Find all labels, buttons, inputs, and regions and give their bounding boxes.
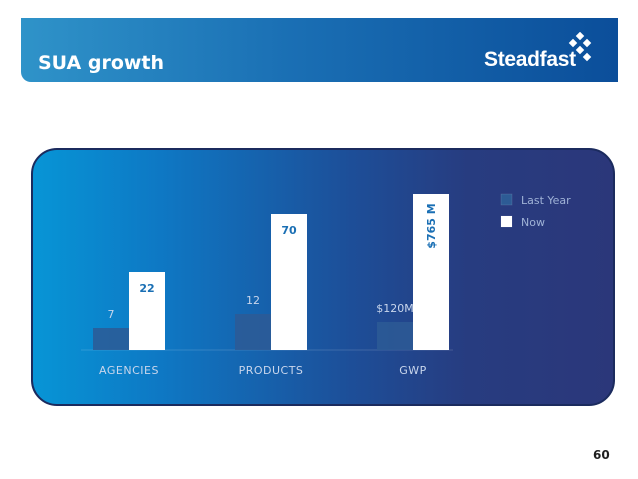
page-title: SUA growth (38, 52, 165, 74)
steadfast-logo-icon (568, 32, 592, 62)
bar-last-year-products (235, 314, 271, 350)
x-tick-label-gwp: GWP (399, 364, 427, 377)
brand-logo-text: Steadfast (484, 48, 576, 71)
x-tick-label-agencies: AGENCIES (99, 364, 159, 377)
legend-swatch-now (500, 215, 513, 228)
x-tick-label-products: PRODUCTS (239, 364, 304, 377)
legend-swatch-last-year (500, 193, 513, 206)
data-label-last-year-agencies: 7 (108, 308, 115, 321)
bar-last-year-agencies (93, 328, 129, 350)
bar-last-year-gwp (377, 322, 413, 350)
bar-now-gwp (413, 194, 449, 350)
chart-panel: 7 22 AGENCIES 12 70 PRODUCTS $120M $765 M GWP Las… (31, 148, 615, 406)
page-number: 60 (593, 448, 610, 462)
legend-label-now: Now (521, 216, 545, 229)
title-banner: SUA growth Steadfast (21, 18, 618, 82)
data-label-now-agencies: 22 (139, 282, 154, 295)
data-label-now-products: 70 (281, 224, 297, 237)
data-label-now-gwp: $765 M (425, 203, 438, 248)
data-label-last-year-gwp: $120M (376, 302, 414, 315)
bar-chart: 7 22 AGENCIES 12 70 PRODUCTS $120M $765 M GWP Las… (81, 193, 571, 377)
bar-now-products (271, 214, 307, 350)
bar-now-agencies (129, 272, 165, 350)
legend-label-last-year: Last Year (521, 194, 571, 207)
data-label-last-year-products: 12 (246, 294, 260, 307)
